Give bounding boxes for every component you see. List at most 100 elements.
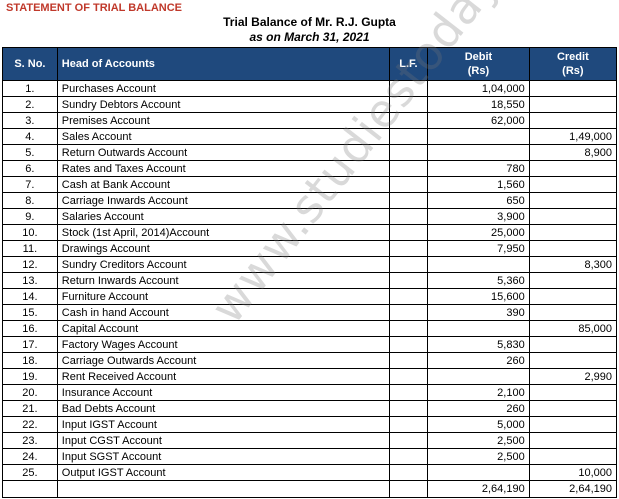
row-account-head: Furniture Account bbox=[56, 288, 390, 305]
col-header-debit-label: Debit bbox=[464, 51, 493, 63]
row-sno: 17. bbox=[2, 336, 58, 353]
table-row: 23. Input CGST Account 2,500 bbox=[2, 432, 618, 449]
row-debit bbox=[427, 464, 530, 481]
col-header-credit: Credit (Rs) bbox=[528, 47, 618, 81]
page-heading: STATEMENT OF TRIAL BALANCE bbox=[6, 2, 182, 14]
row-debit: 25,000 bbox=[427, 224, 530, 241]
row-lf bbox=[388, 400, 429, 417]
table-row: 16. Capital Account 85,000 bbox=[2, 320, 618, 337]
table-row: 1. Purchases Account 1,04,000 bbox=[2, 80, 618, 97]
row-lf bbox=[388, 272, 429, 289]
row-debit: 1,560 bbox=[427, 176, 530, 193]
table-row: 15. Cash in hand Account 390 bbox=[2, 304, 618, 321]
row-sno: 3. bbox=[2, 112, 58, 129]
row-account-head: Cash in hand Account bbox=[56, 304, 390, 321]
row-lf bbox=[388, 336, 429, 353]
row-lf bbox=[388, 256, 429, 273]
row-debit: 2,500 bbox=[427, 448, 530, 465]
row-credit bbox=[528, 80, 618, 97]
row-account-head: Carriage Inwards Account bbox=[56, 192, 390, 209]
row-account-head: Factory Wages Account bbox=[56, 336, 390, 353]
row-account-head: Premises Account bbox=[56, 112, 390, 129]
row-debit: 7,950 bbox=[427, 240, 530, 257]
table-row: 17. Factory Wages Account 5,830 bbox=[2, 336, 618, 353]
row-debit bbox=[427, 256, 530, 273]
row-account-head: Input SGST Account bbox=[56, 448, 390, 465]
row-debit: 650 bbox=[427, 192, 530, 209]
row-account-head: Sundry Debtors Account bbox=[56, 96, 390, 113]
row-lf bbox=[388, 128, 429, 145]
table-row: 7. Cash at Bank Account 1,560 bbox=[2, 176, 618, 193]
row-credit bbox=[528, 416, 618, 433]
row-credit: 10,000 bbox=[528, 464, 618, 481]
row-debit bbox=[427, 144, 530, 161]
row-credit: 85,000 bbox=[528, 320, 618, 337]
table-row: 3. Premises Account 62,000 bbox=[2, 112, 618, 129]
row-account-head: Cash at Bank Account bbox=[56, 176, 390, 193]
col-header-debit: Debit (Rs) bbox=[427, 47, 530, 81]
row-debit: 780 bbox=[427, 160, 530, 177]
row-credit bbox=[528, 352, 618, 369]
row-credit bbox=[528, 96, 618, 113]
row-debit bbox=[427, 368, 530, 385]
row-credit bbox=[528, 176, 618, 193]
row-credit: 2,990 bbox=[528, 368, 618, 385]
table-row: 19. Rent Received Account 2,990 bbox=[2, 368, 618, 385]
row-sno: 5. bbox=[2, 144, 58, 161]
row-account-head: Stock (1st April, 2014)Account bbox=[56, 224, 390, 241]
total-debit: 2,64,190 bbox=[427, 480, 530, 498]
row-lf bbox=[388, 176, 429, 193]
trial-balance-table: S. No. Head of Accounts L.F. Debit (Rs) … bbox=[2, 47, 618, 498]
row-lf bbox=[388, 384, 429, 401]
col-header-head: Head of Accounts bbox=[56, 47, 390, 81]
row-credit: 8,300 bbox=[528, 256, 618, 273]
row-sno: 6. bbox=[2, 160, 58, 177]
row-debit bbox=[427, 128, 530, 145]
totals-lf-cell bbox=[388, 480, 429, 498]
row-debit: 390 bbox=[427, 304, 530, 321]
totals-sno-cell bbox=[2, 480, 58, 498]
row-sno: 10. bbox=[2, 224, 58, 241]
col-header-lf: L.F. bbox=[388, 47, 429, 81]
totals-head-cell bbox=[56, 480, 390, 498]
row-sno: 7. bbox=[2, 176, 58, 193]
col-header-sno: S. No. bbox=[2, 47, 58, 81]
row-debit: 2,100 bbox=[427, 384, 530, 401]
row-sno: 24. bbox=[2, 448, 58, 465]
row-sno: 18. bbox=[2, 352, 58, 369]
total-credit: 2,64,190 bbox=[528, 480, 618, 498]
table-row: 13. Return Inwards Account 5,360 bbox=[2, 272, 618, 289]
trial-balance-date: as on March 31, 2021 bbox=[249, 30, 370, 44]
row-lf bbox=[388, 416, 429, 433]
row-sno: 11. bbox=[2, 240, 58, 257]
table-header-row: S. No. Head of Accounts L.F. Debit (Rs) … bbox=[2, 47, 618, 81]
row-account-head: Return Inwards Account bbox=[56, 272, 390, 289]
row-lf bbox=[388, 448, 429, 465]
row-sno: 21. bbox=[2, 400, 58, 417]
row-debit: 260 bbox=[427, 400, 530, 417]
row-account-head: Input IGST Account bbox=[56, 416, 390, 433]
table-row: 25. Output IGST Account 10,000 bbox=[2, 464, 618, 481]
row-lf bbox=[388, 80, 429, 97]
row-sno: 8. bbox=[2, 192, 58, 209]
table-row: 9. Salaries Account 3,900 bbox=[2, 208, 618, 225]
row-credit bbox=[528, 288, 618, 305]
row-account-head: Rates and Taxes Account bbox=[56, 160, 390, 177]
row-lf bbox=[388, 320, 429, 337]
table-row: 11. Drawings Account 7,950 bbox=[2, 240, 618, 257]
row-credit bbox=[528, 272, 618, 289]
row-account-head: Drawings Account bbox=[56, 240, 390, 257]
row-debit: 5,830 bbox=[427, 336, 530, 353]
row-account-head: Salaries Account bbox=[56, 208, 390, 225]
row-lf bbox=[388, 304, 429, 321]
row-sno: 9. bbox=[2, 208, 58, 225]
row-sno: 14. bbox=[2, 288, 58, 305]
row-lf bbox=[388, 160, 429, 177]
totals-row: 2,64,190 2,64,190 bbox=[2, 480, 618, 498]
row-credit bbox=[528, 192, 618, 209]
row-lf bbox=[388, 240, 429, 257]
row-lf bbox=[388, 192, 429, 209]
table-row: 24. Input SGST Account 2,500 bbox=[2, 448, 618, 465]
row-sno: 22. bbox=[2, 416, 58, 433]
col-header-debit-unit: (Rs) bbox=[467, 65, 490, 77]
